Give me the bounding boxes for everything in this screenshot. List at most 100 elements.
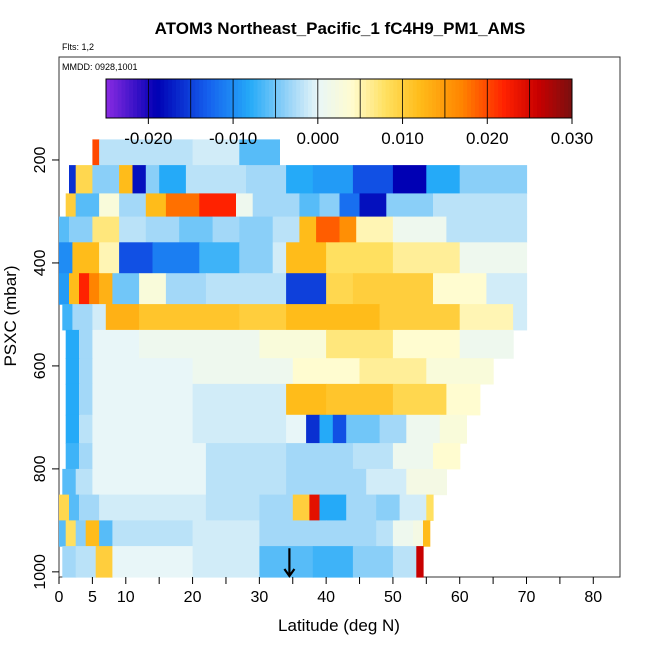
heatmap-cell [119, 193, 147, 218]
flights-annotation: Flts: 1,2 [62, 42, 94, 52]
colorbar-swatch [474, 79, 480, 118]
heatmap-cell [165, 193, 200, 218]
colorbar-swatch [447, 79, 453, 118]
colorbar-swatch [214, 79, 220, 118]
heatmap-cell [95, 546, 113, 578]
x-tick-label: 30 [250, 589, 268, 606]
heatmap-cell [286, 443, 354, 470]
y-tick-label: 800 [32, 455, 49, 482]
colorbar-swatch [323, 79, 328, 118]
colorbar-swatch [121, 79, 126, 118]
colorbar-swatch [300, 79, 305, 118]
colorbar-swatch [117, 79, 123, 118]
heatmap-cell [75, 165, 93, 194]
heatmap-cell [75, 468, 93, 496]
colorbar-swatch [381, 79, 387, 118]
colorbar-swatch [362, 79, 367, 118]
heatmap-cell [486, 273, 528, 305]
heatmap-cell [192, 139, 240, 166]
colorbar-swatch [564, 79, 569, 118]
heatmap-cell [319, 193, 341, 218]
heatmap-cell [65, 414, 80, 444]
colorbar-swatch [471, 79, 476, 118]
heatmap-cell [99, 242, 120, 274]
colorbar-swatch [412, 79, 418, 118]
colorbar-swatch [106, 79, 111, 118]
colorbar-swatch [253, 79, 258, 118]
colorbar-swatch [521, 79, 526, 118]
heatmap-cell [392, 383, 447, 416]
heatmap-cell [286, 414, 307, 444]
heatmap-cell [92, 383, 194, 416]
heatmap-cell [416, 546, 424, 578]
colorbar-swatch [424, 79, 429, 118]
colorbar-swatch [195, 79, 200, 118]
heatmap-cell [79, 329, 93, 359]
heatmap-cell [205, 494, 260, 521]
heatmap-cell [72, 304, 93, 331]
colorbar-swatch [175, 79, 181, 118]
colorbar-swatch [358, 79, 363, 118]
heatmap-cell [69, 216, 93, 243]
colorbar-swatch [486, 79, 491, 118]
colorbar-swatch [385, 79, 390, 118]
y-axis: 200 400 600 800 1000 [32, 147, 59, 590]
x-tick-label: 70 [518, 589, 536, 606]
y-tick-label: 1000 [32, 554, 49, 590]
heatmap-cell [392, 165, 427, 194]
heatmap-cell [192, 414, 287, 444]
heatmap-cell [69, 494, 80, 521]
colorbar-swatch [505, 79, 511, 118]
heatmap-cell [185, 165, 247, 194]
heatmap-cell [99, 494, 207, 521]
colorbar-tick-label: 0.000 [297, 129, 340, 148]
colorbar-swatch [455, 79, 460, 118]
colorbar-swatch [230, 79, 235, 118]
heatmap-cell [79, 414, 93, 444]
colorbar-swatch [366, 79, 371, 118]
heatmap-cell [192, 546, 260, 578]
colorbar-swatch [439, 79, 445, 118]
heatmap-cell [312, 546, 354, 578]
colorbar-swatch [179, 79, 185, 118]
heatmap-cell [316, 216, 341, 243]
heatmap-cell [99, 139, 194, 166]
x-axis-label: Latitude (deg N) [278, 616, 400, 635]
colorbar-swatch [292, 79, 297, 118]
colorbar-swatch [408, 79, 414, 118]
heatmap-cell [92, 216, 120, 243]
heatmap-cell [246, 165, 287, 194]
heatmap-cell [252, 193, 301, 218]
heatmap-cell [359, 193, 387, 218]
heatmap-cell [99, 193, 120, 218]
heatmap-cell [426, 358, 494, 385]
colorbar-swatch [238, 79, 243, 118]
heatmap-cell [192, 383, 287, 416]
heatmap-cell [426, 494, 434, 521]
heatmap-cell [65, 383, 80, 416]
heatmap-cell [199, 193, 237, 218]
y-tick-label: 600 [32, 352, 49, 379]
x-tick-label: 50 [384, 589, 402, 606]
y-tick-label: 400 [32, 249, 49, 276]
colorbar-swatch [234, 79, 239, 118]
heatmap-cell [406, 468, 447, 496]
heatmap-cell [89, 273, 100, 305]
colorbar-swatch [389, 79, 394, 118]
colorbar-swatch [463, 79, 468, 118]
heatmap-cell [145, 165, 160, 194]
colorbar-swatch [401, 79, 406, 118]
heatmap-cell [69, 165, 77, 194]
heatmap-cell [119, 165, 134, 194]
heatmap-cell [433, 273, 487, 305]
colorbar-swatch [432, 79, 437, 118]
colorbar-swatch [203, 79, 208, 118]
heatmap-cell [79, 358, 93, 385]
heatmap-cell [339, 216, 357, 243]
heatmap-cell [439, 414, 467, 444]
heatmap-cell [359, 358, 427, 385]
heatmap-cell [79, 494, 100, 521]
heatmap-cell [79, 383, 93, 416]
heatmap-cell [112, 520, 194, 547]
position-marker [283, 548, 296, 578]
